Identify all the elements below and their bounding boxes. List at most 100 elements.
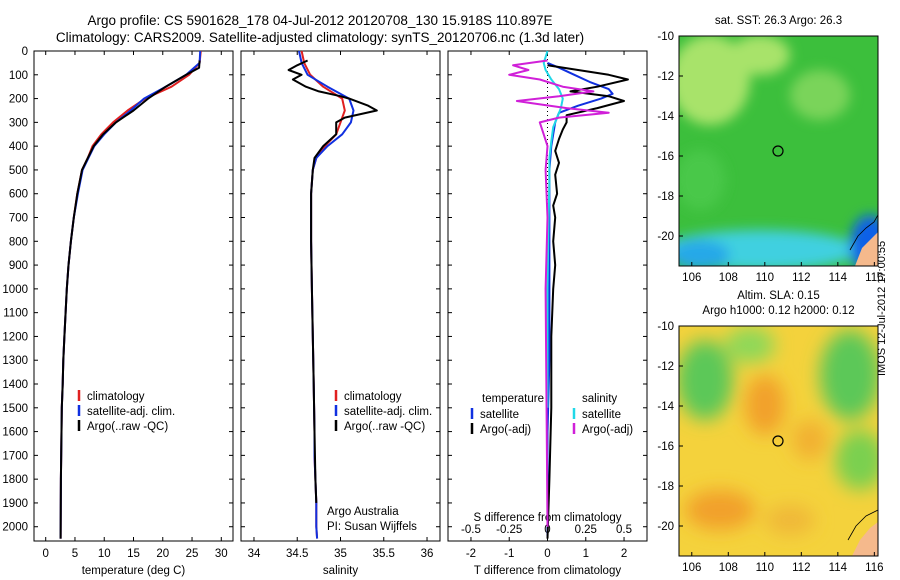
y-tick-label: 1400 xyxy=(2,379,28,391)
y-tick-label: 300 xyxy=(9,117,28,129)
map-lon-label: 116 xyxy=(865,272,883,284)
sla-map xyxy=(678,325,879,557)
x-tick-label: 0 xyxy=(544,548,550,560)
y-tick-label: 1200 xyxy=(2,331,28,343)
annotation-line1: Argo Australia xyxy=(327,506,399,518)
y-tick-label: 1600 xyxy=(2,427,28,439)
map-lon-label: 110 xyxy=(756,562,774,574)
y-tick-label: 0 xyxy=(22,46,28,58)
x-tick-label: -2 xyxy=(466,548,476,560)
y-tick-label: 2000 xyxy=(2,522,28,534)
legend-label: climatology xyxy=(87,391,145,403)
map-lat-label: -16 xyxy=(657,151,674,163)
x-tick-label: 10 xyxy=(98,548,111,560)
map-lat-label: -14 xyxy=(657,111,674,123)
legend-label: Argo(..raw -QC) xyxy=(87,421,168,433)
legend-label: climatology xyxy=(344,391,402,403)
panel-3: -2 -1 0 1 2T difference from climatology -0.5… xyxy=(447,50,648,577)
sla-argo-marker xyxy=(772,435,784,447)
series-line-2 xyxy=(59,50,202,539)
x-tick-label: 30 xyxy=(215,548,228,560)
map-lat-label: -14 xyxy=(657,401,674,413)
s-tick-label: -0.5 xyxy=(461,524,481,536)
y-tick-label: 700 xyxy=(9,213,28,225)
annotation-line2: PI: Susan Wijffels xyxy=(327,521,417,533)
map-lat-label: -16 xyxy=(657,441,674,453)
x-tick-label: 35.5 xyxy=(373,548,395,560)
map-lon-label: 110 xyxy=(756,272,774,284)
legend-header-salinity: salinity xyxy=(582,393,617,405)
x-tick-label: 5 xyxy=(72,548,78,560)
series-line-2 xyxy=(546,64,629,539)
legend-label: satellite xyxy=(480,409,519,421)
sst-title: sat. SST: 26.3 Argo: 26.3 xyxy=(714,15,843,27)
map-lat-label: -12 xyxy=(657,71,674,83)
y-tick-label: 600 xyxy=(9,189,28,201)
map-lat-label: -10 xyxy=(657,31,674,43)
map-lat-label: -10 xyxy=(657,321,674,333)
y-tick-label: 1100 xyxy=(3,308,28,320)
y-tick-label: 900 xyxy=(9,260,28,272)
y-tick-label: 1500 xyxy=(2,403,28,415)
series-line-3 xyxy=(59,60,201,539)
legend-label: satellite-adj. clim. xyxy=(344,406,432,418)
sla-title-line1: Altim. SLA: 0.15 xyxy=(737,290,820,302)
timestamp-stamp: IMOS 12-Jul-2012 17:00:55 xyxy=(876,240,888,376)
y-tick-label: 500 xyxy=(9,165,28,177)
series-line-1 xyxy=(300,50,346,539)
y-tick-label: 1300 xyxy=(2,355,28,367)
legend-label: Argo(-adj) xyxy=(582,424,633,436)
sla-title-line2: Argo h1000: 0.12 h2000: 0.12 xyxy=(702,305,855,317)
map-lat-label: -18 xyxy=(657,191,674,203)
series-line-1 xyxy=(546,61,614,537)
x-tick-label: 20 xyxy=(156,548,169,560)
legend-label: satellite-adj. clim. xyxy=(87,406,175,418)
sst-argo-marker xyxy=(772,145,784,157)
sst-land xyxy=(855,232,878,266)
x-tick-label: 2 xyxy=(621,548,627,560)
plot-frame xyxy=(33,50,234,542)
map-lat-label: -20 xyxy=(657,231,674,243)
figure-title-line2: Climatology: CARS2009. Satellite-adjuste… xyxy=(55,30,585,45)
s-tick-label: 0.5 xyxy=(616,524,632,536)
map-lon-label: 114 xyxy=(829,272,848,284)
sst-map xyxy=(678,35,879,267)
legend-label: satellite xyxy=(582,409,621,421)
y-tick-label: 1800 xyxy=(2,474,28,486)
x-axis-label: T difference from climatology xyxy=(474,565,621,577)
map-lon-label: 106 xyxy=(682,272,701,284)
map-lon-label: 108 xyxy=(719,562,738,574)
x-tick-label: 15 xyxy=(127,548,140,560)
x-axis-label: salinity xyxy=(323,565,358,577)
s-tick-label: -0.25 xyxy=(496,524,522,536)
map-lon-label: 112 xyxy=(792,562,810,574)
y-tick-label: 1700 xyxy=(2,450,28,462)
map-lat-label: -18 xyxy=(657,481,674,493)
figure-title-line1: Argo profile: CS 5901628_178 04-Jul-2012… xyxy=(87,13,553,28)
series-line-3 xyxy=(287,59,378,503)
map-lon-label: 108 xyxy=(719,272,738,284)
panel-2: 34 34.5 35 35.5 36 salinity climatology satelli… xyxy=(240,50,441,577)
y-tick-label: 100 xyxy=(9,70,28,82)
x-tick-label: 0 xyxy=(43,548,49,560)
map-lon-label: 106 xyxy=(682,562,701,574)
x-tick-label: 34.5 xyxy=(286,548,308,560)
map-lon-label: 114 xyxy=(829,562,848,574)
x-tick-label: 1 xyxy=(583,548,589,560)
map-axes-1: -10 -12 -14 -16 -18 -20 106 108 110 112 114 116 xyxy=(657,31,883,284)
map-lon-label: 116 xyxy=(865,562,883,574)
y-tick-label: 800 xyxy=(9,236,28,248)
x-tick-label: 35 xyxy=(334,548,347,560)
y-tick-label: 200 xyxy=(9,94,28,106)
x-tick-label: 34 xyxy=(248,548,261,560)
y-tick-label: 1900 xyxy=(2,498,28,510)
x-tick-label: -1 xyxy=(504,548,514,560)
map-lat-label: -20 xyxy=(657,521,674,533)
x-tick-label: 36 xyxy=(421,548,434,560)
map-axes-2: -10 -12 -14 -16 -18 -20 106 108 110 112 114 116 xyxy=(657,321,883,574)
map-lon-label: 112 xyxy=(792,272,810,284)
s-tick-label: 0.25 xyxy=(575,524,597,536)
map-lat-label: -12 xyxy=(657,361,674,373)
legend-label: Argo(..raw -QC) xyxy=(344,421,425,433)
